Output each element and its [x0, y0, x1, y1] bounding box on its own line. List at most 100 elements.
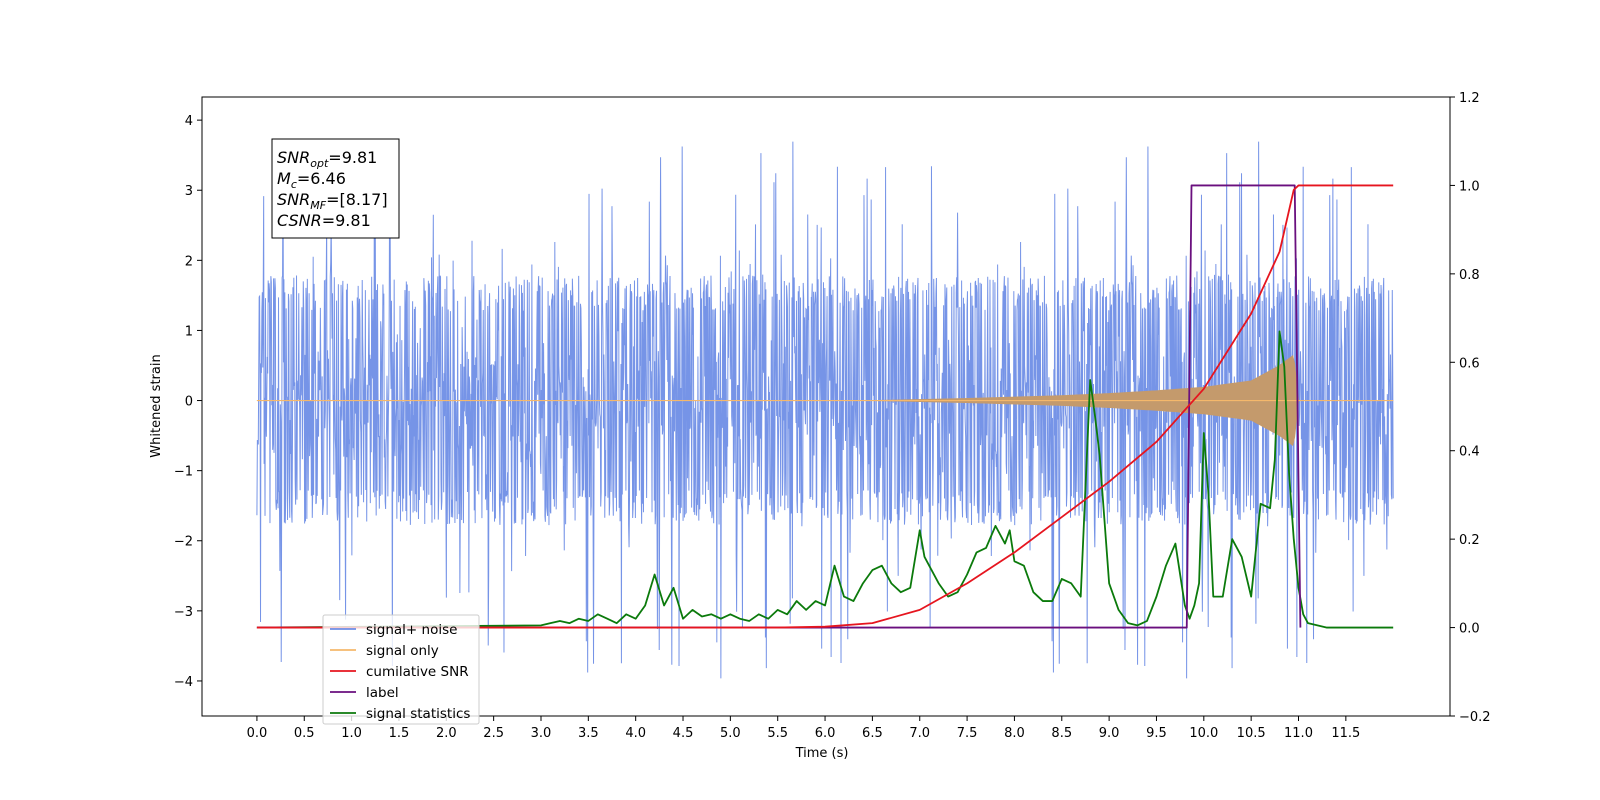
- x-tick: 9.5: [1146, 716, 1167, 741]
- x-tick: 4.5: [673, 716, 693, 741]
- x-tick-label: 9.0: [1099, 726, 1120, 741]
- y-left-tick: −3: [174, 605, 202, 620]
- x-tick: 6.0: [815, 716, 835, 741]
- x-tick: 9.0: [1099, 716, 1120, 741]
- y-left-tick: 0: [185, 395, 202, 410]
- y-left-tick-label: 3: [185, 184, 193, 199]
- x-tick-label: 11.0: [1284, 726, 1313, 741]
- y-left-tick: 2: [185, 254, 202, 269]
- legend-item: cumilative SNR: [330, 664, 469, 680]
- x-tick-label: 0.0: [247, 726, 268, 741]
- y-left-tick-label: −2: [174, 535, 193, 550]
- annotation-subscript: MF: [310, 199, 326, 212]
- x-tick-label: 10.0: [1189, 726, 1218, 741]
- legend-item: signal only: [330, 643, 439, 659]
- x-tick: 4.0: [625, 716, 646, 741]
- y-right-tick: 0.4: [1450, 445, 1480, 460]
- legend-item: signal statistics: [330, 706, 470, 722]
- y-right-tick-label: 0.8: [1459, 268, 1480, 283]
- y-left-tick: 3: [185, 184, 202, 199]
- y-right-tick-label: 1.0: [1459, 179, 1480, 194]
- y-right-tick: 1.2: [1450, 91, 1480, 106]
- legend-item: label: [330, 685, 399, 701]
- x-tick-label: 6.5: [862, 726, 883, 741]
- x-axis: 0.0 0.5 1.0 1.5 2.0 2.5 3.0 3.5 4.0 4.5 5.0 5.5 6.0 6…: [247, 716, 1360, 741]
- annotation-value: =9.81: [328, 148, 377, 167]
- annotation-value: =9.81: [322, 211, 371, 230]
- x-tick-label: 5.0: [720, 726, 741, 741]
- x-tick-label: 4.0: [625, 726, 646, 741]
- series-cumulative-snr: [256, 184, 1394, 629]
- y-right-tick-label: 0.2: [1459, 533, 1480, 548]
- x-tick: 3.5: [578, 716, 599, 741]
- x-tick-label: 11.5: [1331, 726, 1360, 741]
- y-axis-left: −4 −3 −2 −1 0 1 2 3 4: [174, 114, 202, 690]
- y-left-tick: −1: [174, 465, 202, 480]
- y-right-tick: 0.8: [1450, 268, 1480, 283]
- y-right-tick: 1.0: [1450, 179, 1480, 194]
- legend-label: signal statistics: [366, 706, 470, 722]
- annotation-symbol: SNR: [277, 190, 310, 209]
- y-right-tick-label: 0.4: [1459, 445, 1480, 460]
- annotation-frame: [271, 138, 400, 239]
- legend-label: signal+ noise: [366, 622, 457, 638]
- x-tick: 5.0: [720, 716, 741, 741]
- y-left-tick: −2: [174, 535, 202, 550]
- x-tick-label: 1.0: [341, 726, 362, 741]
- series-signal-noise: [256, 141, 1394, 679]
- x-tick: 7.0: [909, 716, 930, 741]
- series-layer: [256, 141, 1394, 679]
- y-right-tick: 0.2: [1450, 533, 1480, 548]
- annotation-subscript: opt: [310, 157, 329, 170]
- annotation-symbol: CSNR: [277, 211, 322, 230]
- annotation-symbol: SNR: [277, 148, 310, 167]
- series-label: [256, 184, 1302, 629]
- legend-label: signal only: [366, 643, 439, 659]
- x-tick-label: 10.5: [1237, 726, 1266, 741]
- annotation-subscript: c: [291, 178, 297, 191]
- y-left-tick-label: −3: [174, 605, 193, 620]
- legend: signal+ noise signal only cumilative SNR la…: [322, 614, 480, 725]
- x-tick-label: 2.0: [436, 726, 457, 741]
- x-tick: 8.5: [1051, 716, 1072, 741]
- x-tick: 10.5: [1237, 716, 1266, 741]
- y-left-tick: 4: [185, 114, 202, 129]
- x-tick-label: 3.0: [531, 726, 552, 741]
- annotation-value: =[8.17]: [326, 190, 388, 209]
- y-right-tick-label: −0.2: [1459, 710, 1491, 725]
- x-tick-label: 7.0: [909, 726, 930, 741]
- series-signal-statistics: [256, 330, 1394, 629]
- annotation-value: =6.46: [297, 169, 346, 188]
- x-axis-label: Time (s): [795, 746, 849, 761]
- annotation-line: Mc=6.46: [277, 169, 346, 191]
- x-tick: 8.0: [1004, 716, 1025, 741]
- annotation-line: SNRMF=[8.17]: [277, 190, 388, 212]
- x-tick-label: 2.5: [483, 726, 504, 741]
- x-tick: 5.5: [767, 716, 788, 741]
- y-left-tick-label: 0: [185, 395, 193, 410]
- y-right-tick-label: 0.6: [1459, 356, 1480, 371]
- y-left-tick-label: 1: [185, 324, 193, 339]
- x-tick-label: 5.5: [767, 726, 788, 741]
- x-tick: 3.0: [531, 716, 552, 741]
- legend-label: cumilative SNR: [366, 664, 469, 680]
- x-tick: 0.0: [247, 716, 268, 741]
- annotation-line: SNRopt=9.81: [277, 148, 377, 170]
- x-tick: 6.5: [862, 716, 883, 741]
- x-tick: 10.0: [1189, 716, 1218, 741]
- y-axis-right: −0.2 0.0 0.2 0.4 0.6 0.8 1.0 1.2: [1450, 91, 1491, 725]
- y-right-tick: 0.0: [1450, 622, 1480, 637]
- y-right-tick-label: 0.0: [1459, 622, 1480, 637]
- y-left-tick-label: −4: [174, 675, 193, 690]
- x-tick-label: 1.5: [389, 726, 410, 741]
- y-left-tick-label: 4: [185, 114, 193, 129]
- y-right-tick: −0.2: [1450, 710, 1491, 725]
- x-tick: 7.5: [957, 716, 977, 741]
- plot-frame: [201, 96, 1451, 717]
- y-axis-label: Whitened strain: [149, 354, 164, 457]
- x-tick-label: 0.5: [294, 726, 315, 741]
- annotation-symbol: M: [277, 169, 291, 188]
- legend-frame: [322, 614, 480, 725]
- x-tick-label: 8.0: [1004, 726, 1025, 741]
